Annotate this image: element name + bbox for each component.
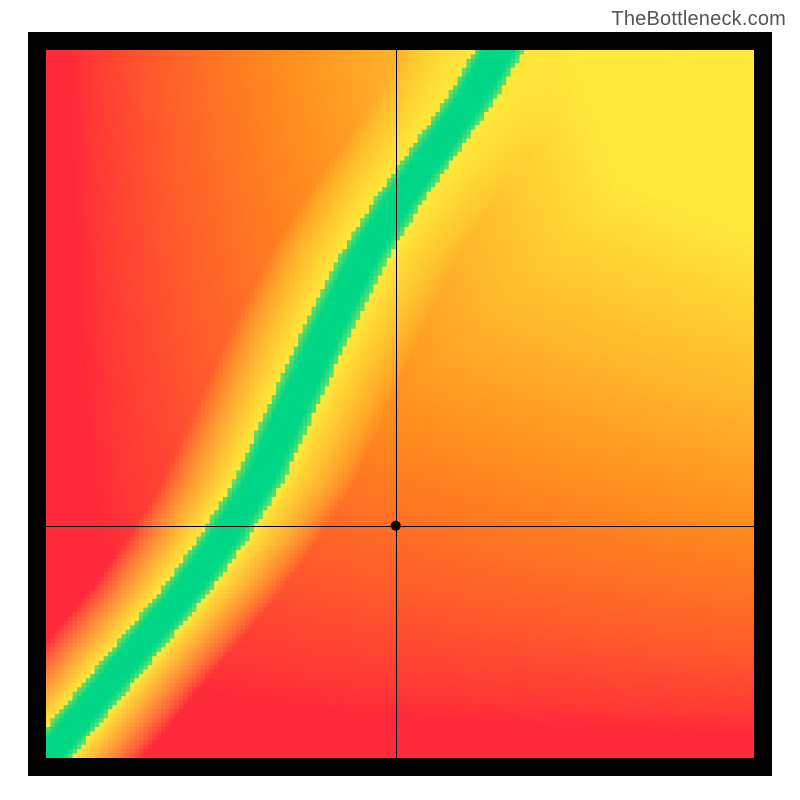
watermark-text: TheBottleneck.com [611, 8, 786, 31]
chart-container: TheBottleneck.com [0, 0, 800, 800]
heatmap-canvas [46, 50, 754, 758]
